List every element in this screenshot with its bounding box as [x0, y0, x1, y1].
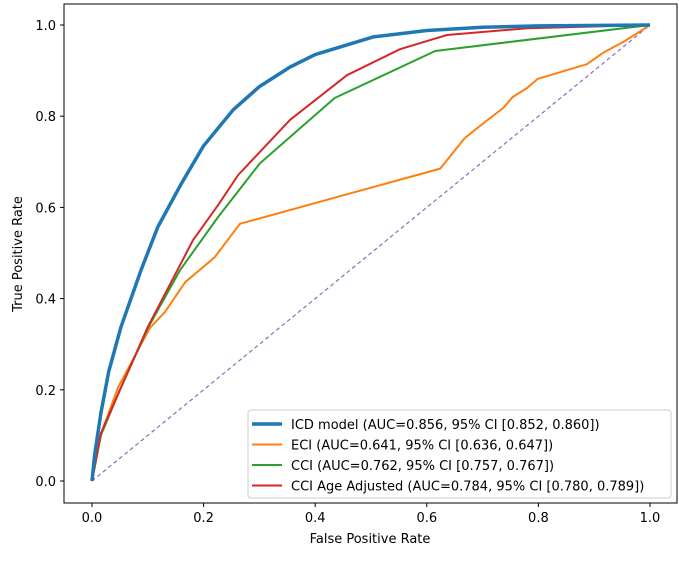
legend: ICD model (AUC=0.856, 95% CI [0.852, 0.8…	[247, 409, 672, 499]
axes-frame	[63, 3, 678, 504]
x-tick-label: 0.6	[416, 511, 437, 526]
series-line	[90, 23, 651, 482]
y-tick-label: 0.2	[35, 384, 56, 399]
x-tick-label: 0.4	[305, 511, 326, 526]
series-line	[91, 24, 651, 482]
legend-label: ICD model (AUC=0.856, 95% CI [0.852, 0.8…	[291, 418, 600, 433]
x-tick-label: 0.0	[82, 511, 103, 526]
series-line	[91, 24, 651, 482]
legend-box	[247, 409, 672, 499]
y-tick-label: 0.0	[35, 475, 56, 490]
x-tick-label: 0.2	[193, 511, 214, 526]
x-axis-label: False Positive Rate	[310, 532, 431, 547]
x-tick-label: 1.0	[640, 511, 661, 526]
y-tick-label: 0.4	[35, 293, 56, 308]
legend-label: CCI Age Adjusted (AUC=0.784, 95% CI [0.7…	[291, 480, 644, 495]
y-tick-label: 0.8	[35, 110, 56, 125]
legend-label: CCI (AUC=0.762, 95% CI [0.757, 0.767])	[291, 459, 554, 474]
y-tick-label: 1.0	[35, 19, 56, 34]
plot-lines	[90, 23, 651, 482]
x-tick-label: 0.8	[528, 511, 549, 526]
chance-line	[91, 24, 651, 482]
y-axis-label: True Positive Rate	[11, 196, 26, 313]
axis-ticks: 0.0 0.2 0.4 0.6 0.8 1.0 0.0 0.2 0.4 0.6 0.8 1.0	[35, 19, 660, 526]
legend-label: ECI (AUC=0.641, 95% CI [0.636, 0.647])	[291, 439, 553, 454]
y-tick-label: 0.6	[35, 201, 56, 216]
